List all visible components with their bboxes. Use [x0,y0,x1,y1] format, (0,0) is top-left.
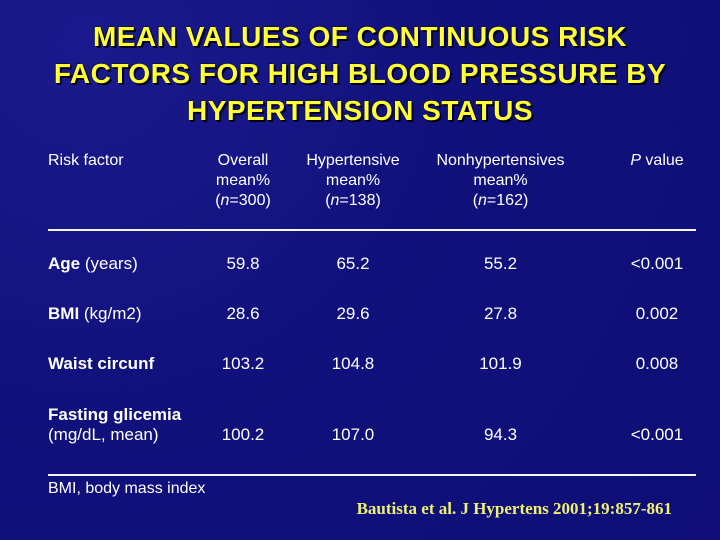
row-label-unit: (kg/m2) [79,304,142,323]
column-header-label: Nonhypertensives [436,152,565,169]
column-header-n: (n=138) [325,192,381,209]
cell-hypertensive-mean: 107.0 [331,425,375,444]
table-row: Waist circunf 103.2 104.8 101.9 0.008 [48,339,696,389]
footnote: BMI, body mass index [48,480,206,497]
row-label-bold: Fasting glicemia [48,405,182,424]
cell-nonhypertensive-mean: 101.9 [479,354,522,373]
table-header: Risk factor Overall mean% (n=300) Hypert… [48,151,696,211]
row-label-bold: BMI [48,304,80,323]
header-divider-line [48,229,696,231]
cell-hypertensive-mean: 104.8 [331,354,375,373]
row-label-bold: Age [48,254,81,273]
cell-p-value: <0.001 [630,425,684,444]
table-row: BMI (kg/m2) 28.6 29.6 27.8 0.002 [48,289,696,339]
cell-overall-mean: 28.6 [226,304,260,323]
column-header-sublabel: mean% [325,172,381,189]
column-header-sublabel: mean% [215,172,271,189]
footer-divider-line [48,474,696,476]
slide-title-line-2: FACTORS FOR HIGH BLOOD PRESSURE BY [53,58,667,89]
cell-overall-mean: 59.8 [226,254,260,273]
column-header-p-value: P value [630,152,684,169]
cell-hypertensive-mean: 65.2 [336,254,370,273]
row-label: BMI (kg/m2) [48,304,193,324]
cell-nonhypertensive-mean: 94.3 [483,425,518,444]
table-row: Age (years) 59.8 65.2 55.2 <0.001 [48,239,696,289]
column-header-n: (n=162) [472,192,529,209]
cell-p-value: <0.001 [630,254,684,273]
slide-title-line-1: MEAN VALUES OF CONTINUOUS RISK [92,21,628,52]
column-header-risk-factor: Risk factor [48,151,193,171]
cell-p-value: 0.002 [635,304,679,323]
cell-overall-mean: 100.2 [221,425,265,444]
row-label: Age (years) [48,254,193,274]
slide-title: MEAN VALUES OF CONTINUOUS RISK FACTORS F… [8,18,712,129]
cell-overall-mean: 103.2 [221,354,265,373]
row-label: Fasting glicemia (mg/dL, mean) [48,405,193,445]
row-label: Waist circunf [48,354,193,374]
row-label-unit: (years) [80,254,138,273]
citation: Bautista et al. J Hypertens 2001;19:857-… [356,499,672,518]
column-header-n: (n=300) [215,192,271,209]
table-rows: Age (years) 59.8 65.2 55.2 <0.001 BMI (k… [48,231,696,449]
column-header-overall: Overall mean% (n=300) [193,151,293,211]
slide-title-line-3: HYPERTENSION STATUS [186,95,534,126]
column-header-label: Risk factor [48,152,124,169]
column-header-nonhypertensives: Nonhypertensives mean% (n=162) [413,151,588,211]
row-label-bold: Waist circunf [48,354,155,373]
cell-hypertensive-mean: 29.6 [336,304,370,323]
column-header-label: Overall [217,152,269,169]
row-label-line2: (mg/dL, mean) [48,425,159,444]
column-header-sublabel: mean% [473,172,528,189]
data-table: Risk factor Overall mean% (n=300) Hypert… [48,151,696,449]
column-header-label: Hypertensive [306,152,400,169]
cell-nonhypertensive-mean: 55.2 [483,254,518,273]
cell-nonhypertensive-mean: 27.8 [483,304,518,323]
column-header-hypertensive: Hypertensive mean% (n=138) [293,151,413,211]
cell-p-value: 0.008 [635,354,679,373]
table-row: Fasting glicemia (mg/dL, mean) 100.2 107.… [48,389,696,449]
